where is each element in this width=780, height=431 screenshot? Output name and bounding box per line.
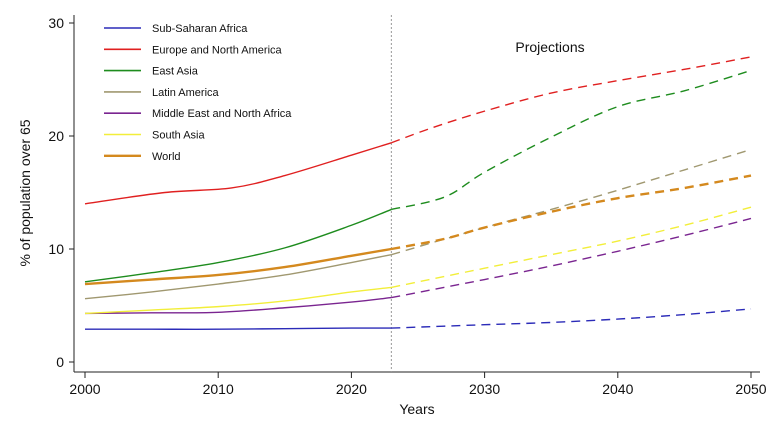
legend-item-europe-and-north-america: Europe and North America xyxy=(104,44,283,56)
x-ticks: 2000 2010 2020 2030 2040 2050 xyxy=(69,372,767,397)
legend-item-world: World xyxy=(104,151,181,163)
x-tick-label: 2000 xyxy=(69,381,100,397)
y-tick-label: 20 xyxy=(48,128,64,144)
y-tick-label: 10 xyxy=(48,241,64,257)
series-line-historical-world xyxy=(84,247,392,286)
series-line-historical-east-asia xyxy=(84,208,392,283)
legend: Sub-Saharan Africa Europe and North Ameri… xyxy=(104,23,292,163)
legend-label: Europe and North America xyxy=(152,44,283,56)
series-line-historical-latin-america xyxy=(84,253,392,300)
y-ticks: 0 10 20 30 xyxy=(48,15,74,370)
series-line-projection-east-asia xyxy=(391,69,752,211)
series-sub-saharan-africa xyxy=(85,308,752,330)
projections-annotation: Projections xyxy=(515,39,584,55)
x-tick-label: 2010 xyxy=(203,381,234,397)
series-line-projection-middle-east-and-north-africa xyxy=(391,217,752,299)
series-line-projection-world xyxy=(391,174,752,251)
legend-label: Sub-Saharan Africa xyxy=(152,23,248,35)
y-tick-label: 30 xyxy=(48,15,64,31)
y-axis-title: % of population over 65 xyxy=(17,119,33,266)
legend-item-east-asia: East Asia xyxy=(104,66,199,78)
series-line-historical-south-asia xyxy=(84,286,392,315)
legend-label: South Asia xyxy=(152,130,205,142)
x-tick-label: 2040 xyxy=(602,381,633,397)
series-world xyxy=(84,174,752,286)
legend-label: World xyxy=(152,151,181,163)
series-line-projection-sub-saharan-africa xyxy=(391,308,752,329)
series-line-historical-middle-east-and-north-africa xyxy=(84,296,392,315)
series-line-projection-europe-and-north-america xyxy=(391,56,752,144)
x-axis-title: Years xyxy=(399,401,434,417)
x-tick-label: 2020 xyxy=(336,381,367,397)
legend-item-middle-east-and-north-africa: Middle East and North Africa xyxy=(104,108,292,120)
y-tick-label: 0 xyxy=(56,354,64,370)
legend-item-latin-america: Latin America xyxy=(104,87,220,99)
series-line-historical-europe-and-north-america xyxy=(84,142,392,205)
legend-label: Middle East and North Africa xyxy=(152,108,292,120)
axes xyxy=(73,15,760,373)
series-middle-east-and-north-africa xyxy=(84,217,752,315)
x-tick-label: 2050 xyxy=(735,381,766,397)
series-line-projection-south-asia xyxy=(391,206,752,289)
series-line-projection-latin-america xyxy=(391,148,752,256)
legend-label: Latin America xyxy=(152,87,220,99)
series-europe-and-north-america xyxy=(84,56,752,205)
legend-item-sub-saharan-africa: Sub-Saharan Africa xyxy=(104,23,248,35)
x-tick-label: 2030 xyxy=(469,381,500,397)
legend-label: East Asia xyxy=(152,66,199,78)
series-east-asia xyxy=(84,69,752,283)
legend-item-south-asia: South Asia xyxy=(104,130,205,142)
series-line-historical-sub-saharan-africa xyxy=(85,327,392,330)
series-south-asia xyxy=(84,206,752,315)
series-layer xyxy=(84,56,752,330)
